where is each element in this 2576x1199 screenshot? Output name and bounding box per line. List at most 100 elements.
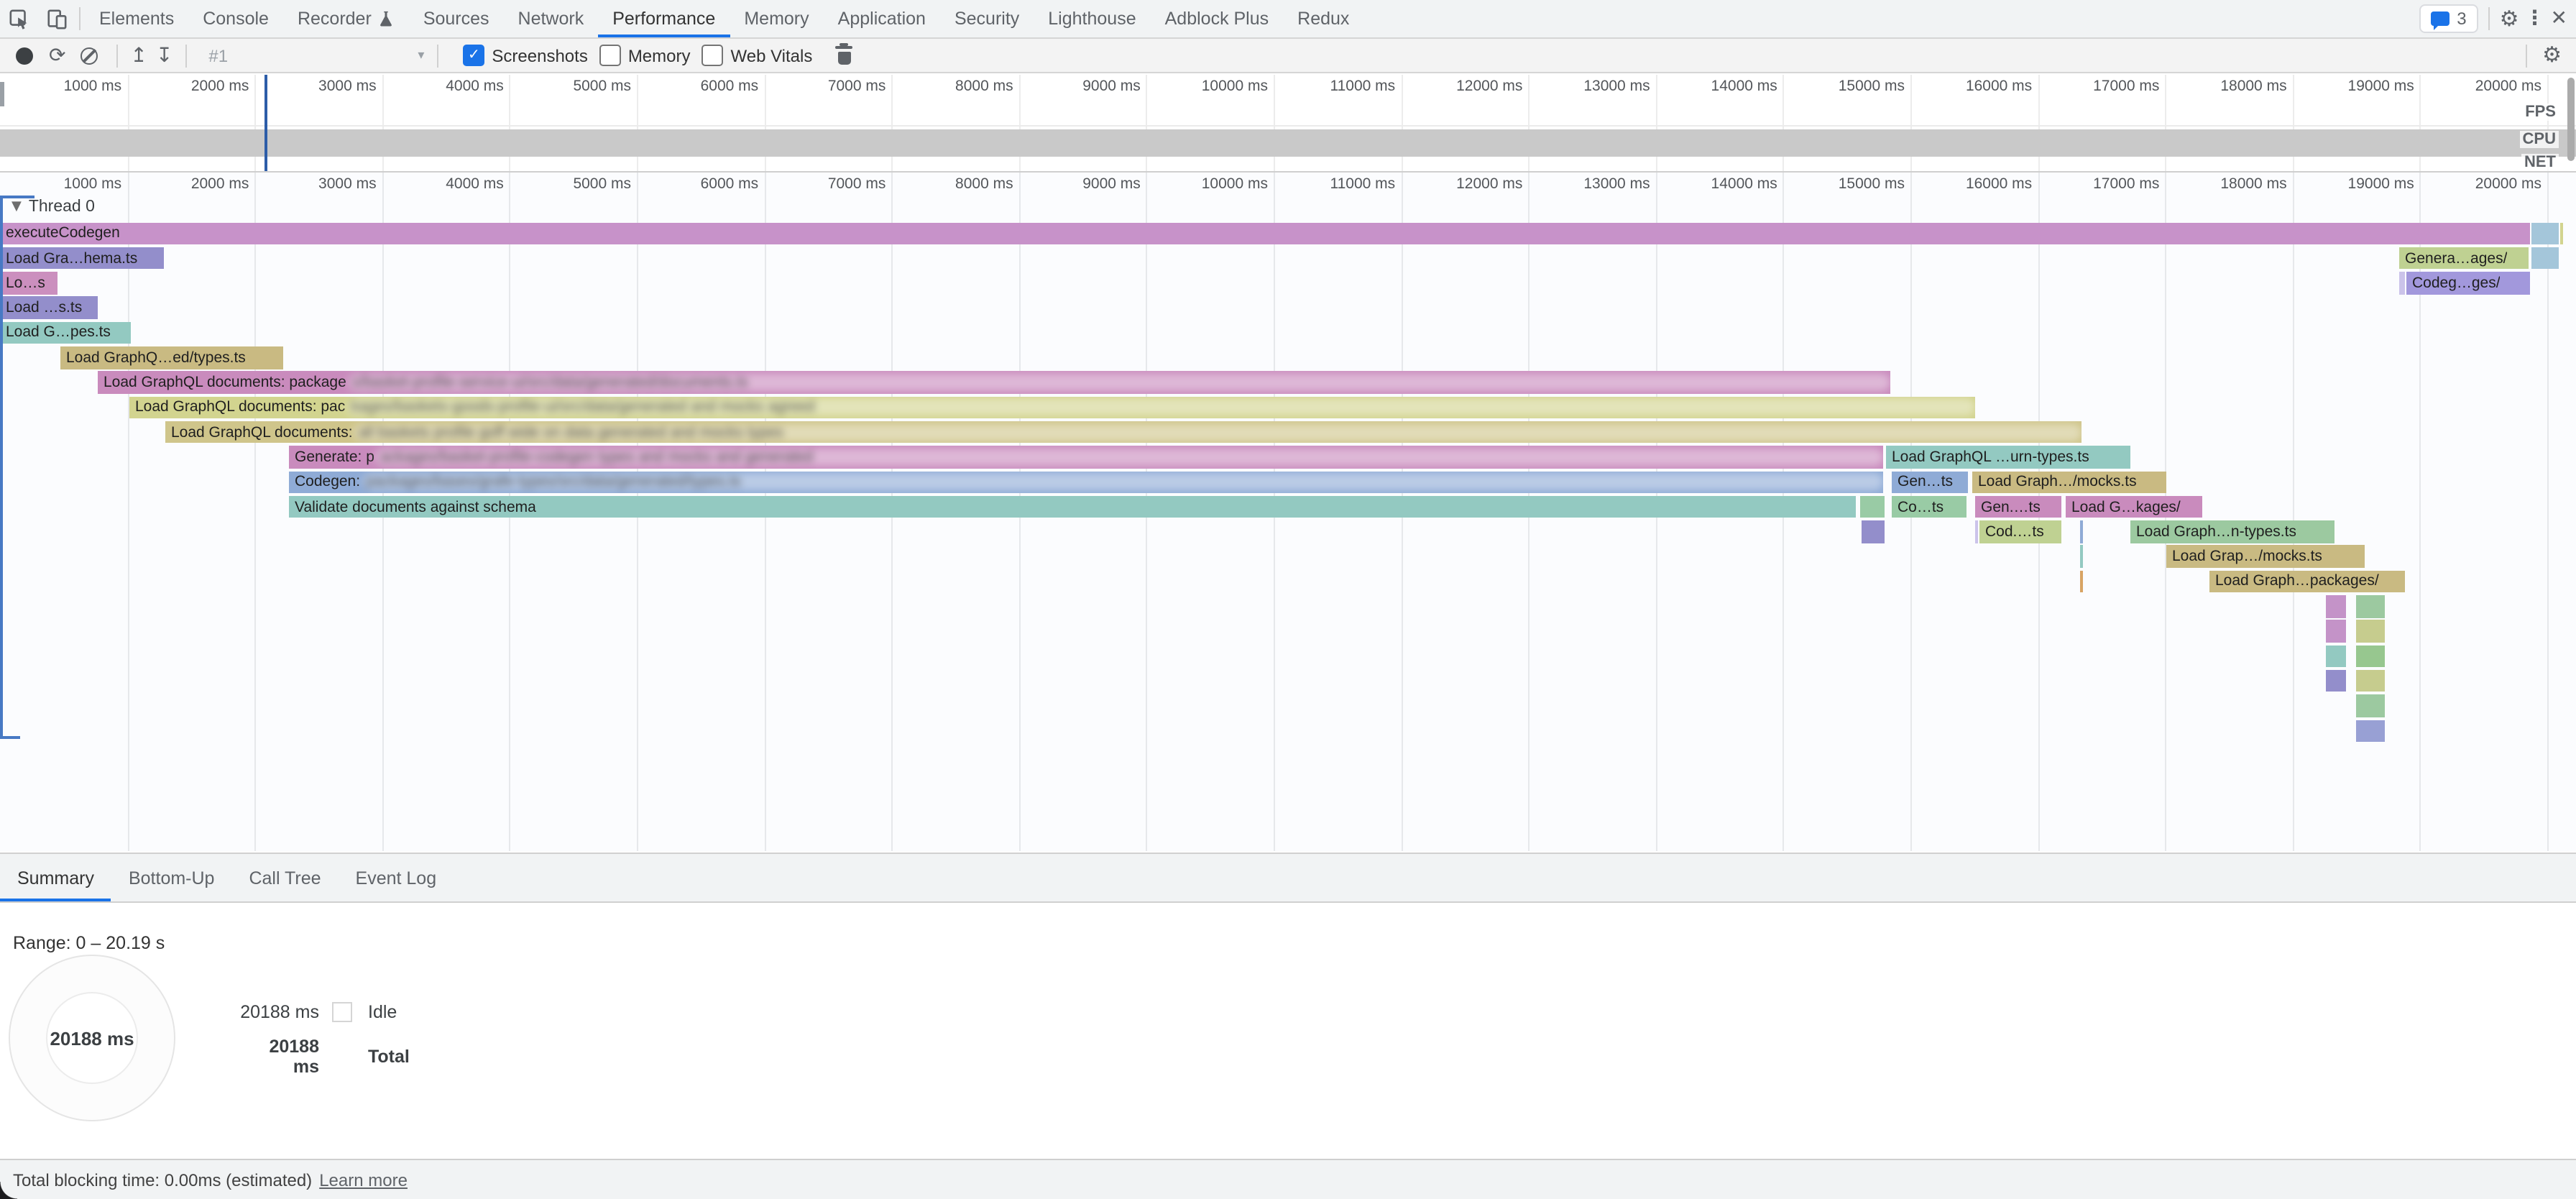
flame-bar[interactable]	[2531, 222, 2559, 244]
flame-bar[interactable]	[2080, 545, 2083, 568]
load-profile-icon[interactable]: ↥	[130, 44, 147, 67]
flame-bar-load-graph-mocks-ts[interactable]: Load Graph…/mocks.ts	[1972, 471, 2166, 493]
flame-bar[interactable]	[1860, 495, 1885, 518]
summary-legend: 20188 ms Idle 20188 ms Total	[239, 999, 410, 1077]
tab-event-log[interactable]: Event Log	[355, 868, 437, 888]
flame-bar-codeg-ges-[interactable]: Codeg…ges/	[2406, 272, 2530, 295]
flame-bar-load-grap-mocks-ts[interactable]: Load Grap…/mocks.ts	[2166, 545, 2365, 568]
collapse-triangle-icon[interactable]: ▼	[12, 200, 22, 214]
history-select[interactable]: #1 ▾	[208, 45, 425, 65]
close-icon[interactable]: ✕	[2550, 7, 2567, 30]
flame-bar[interactable]	[1862, 520, 1885, 543]
flame-bar[interactable]	[2531, 247, 2559, 270]
flame-bar[interactable]	[1975, 520, 1978, 543]
flame-bar-load-graphql-urn-types-ts[interactable]: Load GraphQL …urn-types.ts	[1886, 446, 2130, 469]
tab-memory[interactable]: Memory	[744, 9, 809, 29]
ruler-tick-label: 7000 ms	[827, 78, 886, 95]
tab-call-tree[interactable]: Call Tree	[249, 868, 321, 888]
flame-bar-load-graphql-documents-pac[interactable]: Load GraphQL documents: pac kages/baskets…	[129, 396, 1975, 419]
flame-bar[interactable]	[2080, 570, 2083, 593]
checkbox-unchecked-icon[interactable]	[599, 45, 621, 66]
checkbox-memory[interactable]: Memory	[599, 45, 691, 66]
flame-bar-load-gra-hema-ts[interactable]: Load Gra…hema.ts	[0, 247, 164, 270]
gridline	[2292, 173, 2294, 851]
flame-bar-gen-ts[interactable]: Gen…ts	[1892, 471, 1968, 493]
flame-bar-gen-ts[interactable]: Gen.…ts	[1975, 495, 2061, 518]
tab-security[interactable]: Security	[954, 9, 1020, 29]
flame-bar[interactable]	[2559, 222, 2563, 244]
tab-performance[interactable]: Performance	[598, 0, 730, 37]
timeline-overview[interactable]: 1000 ms 2000 ms 3000 ms 4000 ms 5000 ms 6000 …	[0, 75, 2576, 173]
flame-bar-load-graphq-ed-types-ts[interactable]: Load GraphQ…ed/types.ts	[60, 346, 283, 369]
tab-summary[interactable]: Summary	[0, 854, 112, 901]
save-profile-icon[interactable]: ↧	[155, 44, 173, 67]
flame-bar-load-graph-packages-[interactable]: Load Graph…packages/	[2209, 570, 2405, 593]
flame-bar[interactable]	[2356, 595, 2385, 617]
tab-application[interactable]: Application	[837, 9, 926, 29]
reload-and-record-icon[interactable]: ⟳	[49, 44, 66, 67]
checkbox-unchecked-icon[interactable]	[702, 45, 724, 66]
record-button[interactable]	[16, 47, 33, 64]
window-corner	[0, 1182, 17, 1199]
flame-bar-generate-p[interactable]: Generate: p ackages/basket-profile-codege…	[289, 446, 1883, 469]
settings-gear-icon[interactable]: ⚙	[2499, 5, 2519, 31]
flame-bar[interactable]	[2356, 645, 2385, 668]
capture-settings-gear-icon[interactable]: ⚙	[2542, 42, 2562, 68]
thread-track-header[interactable]: ▼ Thread 0	[12, 198, 95, 216]
gridline	[1146, 75, 1148, 171]
tab-elements[interactable]: Elements	[99, 9, 175, 29]
tab-console[interactable]: Console	[203, 9, 269, 29]
flame-bar-load-graphql-documents-[interactable]: Load GraphQL documents: all baskets prof…	[165, 421, 2082, 444]
flame-bar[interactable]	[2326, 669, 2346, 692]
flame-bar-executecodegen[interactable]: executeCodegen	[0, 222, 2530, 244]
overview-left-handle[interactable]	[0, 82, 4, 106]
tab-sources[interactable]: Sources	[423, 9, 489, 29]
flame-bar-lo-s[interactable]: Lo…s	[0, 272, 58, 295]
tab-network[interactable]: Network	[518, 9, 584, 29]
checkbox-web-vitals[interactable]: Web Vitals	[702, 45, 812, 66]
flame-bar[interactable]	[2326, 645, 2346, 668]
flame-bar-load-graphql-documents-package[interactable]: Load GraphQL documents: package s/basket-…	[98, 371, 1890, 394]
device-toolbar-icon[interactable]	[37, 1, 75, 37]
learn-more-link[interactable]: Learn more	[319, 1170, 408, 1190]
ruler-tick-label: 3000 ms	[318, 78, 377, 95]
flame-chart[interactable]: 1000 ms 2000 ms 3000 ms 4000 ms 5000 ms 6000 …	[0, 173, 2576, 851]
flame-bar-co-ts[interactable]: Co…ts	[1892, 495, 1966, 518]
flame-bar-label: executeCodegen	[6, 224, 120, 242]
flame-bar[interactable]	[2356, 720, 2385, 742]
issues-button[interactable]: 3	[2419, 4, 2478, 33]
playhead-line[interactable]	[264, 75, 267, 171]
garbage-collect-icon[interactable]	[835, 43, 853, 65]
checkbox-screenshots[interactable]: ✓ Screenshots	[463, 45, 588, 66]
flame-bar-genera-ages-[interactable]: Genera…ages/	[2399, 247, 2529, 270]
issues-count: 3	[2457, 9, 2467, 29]
vertical-scrollbar-thumb[interactable]	[2567, 78, 2575, 161]
flame-bar-validate-documents-against-schema[interactable]: Validate documents against schema	[289, 495, 1856, 518]
more-options-icon[interactable]: ⋮	[2524, 7, 2545, 30]
tab-bottom-up[interactable]: Bottom-Up	[128, 868, 215, 888]
inspect-element-icon[interactable]	[0, 1, 37, 37]
flame-bar[interactable]	[2080, 520, 2083, 543]
tab-adblock-plus[interactable]: Adblock Plus	[1164, 9, 1269, 29]
ruler-tick-label: 17000 ms	[2093, 175, 2160, 193]
flame-bar-load-s-ts[interactable]: Load …s.ts	[0, 296, 98, 319]
tab-recorder[interactable]: Recorder	[283, 0, 409, 37]
flame-bar-load-g-kages-[interactable]: Load G…kages/	[2066, 495, 2202, 518]
flame-bar-codegen-[interactable]: Codegen: packages/bases/grafe-types/src/…	[289, 471, 1883, 493]
ruler-tick-label: 16000 ms	[1965, 175, 2033, 193]
flame-bar[interactable]	[2356, 694, 2385, 717]
flame-bar-load-g-pes-ts[interactable]: Load G…pes.ts	[0, 321, 131, 344]
flame-bar-cod-ts[interactable]: Cod.…ts	[1979, 520, 2061, 543]
tab-redux[interactable]: Redux	[1297, 9, 1350, 29]
flame-bar[interactable]	[2356, 620, 2385, 643]
flame-bar[interactable]	[2399, 272, 2405, 295]
flame-bar-load-graph-n-types-ts[interactable]: Load Graph…n-types.ts	[2130, 520, 2334, 543]
legend-value: 20188 ms	[240, 1002, 319, 1022]
clear-recording-icon[interactable]	[80, 47, 98, 64]
tab-lighthouse[interactable]: Lighthouse	[1048, 9, 1136, 29]
flame-bar[interactable]	[2326, 620, 2346, 643]
flame-bar[interactable]	[2356, 669, 2385, 692]
checkbox-checked-icon[interactable]: ✓	[463, 45, 485, 66]
flame-bar[interactable]	[2326, 595, 2346, 617]
